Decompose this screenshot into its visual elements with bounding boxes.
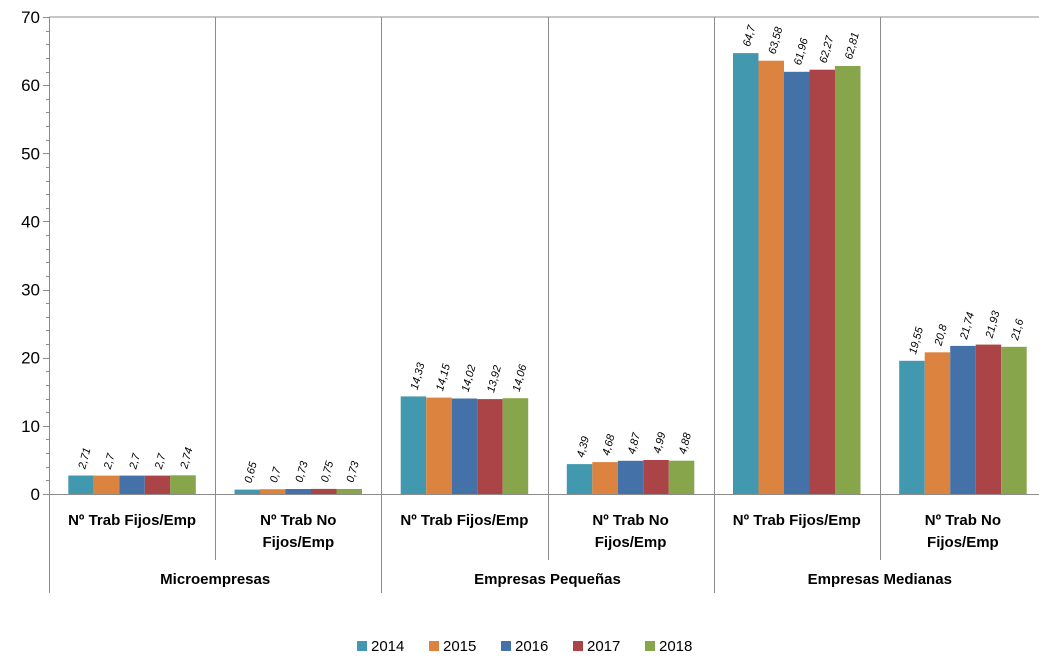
data-label: 0,75: [319, 459, 336, 484]
data-labels-layer: 2,71 2,7 2,7 2,7 2,74 0,65 0,7 0,73 0,75 0,73 14,3…: [76, 23, 1026, 484]
bar-2016: [950, 345, 976, 494]
bar-2014: [68, 475, 94, 494]
data-label: 62,27: [818, 34, 837, 65]
group-label: Empresas Pequeñas: [474, 571, 621, 588]
bar-2014: [899, 360, 925, 494]
category-label: Fijos/Emp: [927, 534, 999, 551]
legend-swatch-2015: [429, 641, 439, 651]
bar-2016: [285, 489, 311, 494]
group-label: Empresas Medianas: [808, 571, 952, 588]
data-label: 0,73: [294, 459, 311, 484]
data-label: 62,81: [843, 31, 862, 61]
y-tick-label: 30: [21, 281, 40, 300]
data-label: 4,87: [626, 431, 643, 456]
data-label: 4,99: [651, 431, 668, 455]
bar-2017: [144, 475, 171, 494]
bar-2015: [758, 60, 784, 494]
bar-2018: [336, 489, 362, 494]
bar-2016: [451, 398, 478, 494]
data-label: 20,8: [932, 322, 950, 348]
bar-2017: [477, 399, 503, 494]
bar-2017: [809, 69, 835, 494]
category-label: Nº Trab No: [925, 512, 1001, 529]
bar-2014: [400, 396, 427, 494]
y-tick-label: 10: [21, 417, 40, 436]
legend-label-2016: 2016: [515, 638, 548, 655]
data-label: 2,7: [127, 452, 143, 472]
bar-2017: [311, 488, 337, 494]
category-label: Nº Trab Fijos/Emp: [733, 512, 861, 529]
data-label: 0,65: [243, 460, 260, 485]
bar-2014: [566, 464, 593, 494]
category-label: Fijos/Emp: [262, 534, 334, 551]
bar-2015: [924, 352, 951, 494]
category-label: Fijos/Emp: [595, 534, 667, 551]
group-label: Microempresas: [160, 571, 270, 588]
data-label: 0,7: [268, 465, 284, 484]
bar-2014: [733, 53, 759, 494]
y-tick-label: 60: [21, 76, 40, 95]
data-label: 4,68: [600, 432, 617, 457]
chart-grid: [49, 16, 1039, 494]
legend-label-2018: 2018: [659, 638, 692, 655]
data-label: 64,7: [741, 23, 758, 48]
data-label: 21,6: [1009, 317, 1027, 343]
category-label: Nº Trab No: [260, 512, 336, 529]
legend-label-2017: 2017: [587, 638, 620, 655]
data-label: 0,73: [345, 459, 362, 484]
bar-2018: [502, 398, 529, 494]
y-tick-label: 70: [21, 8, 40, 27]
bars-layer: [68, 53, 1027, 495]
bar-2016: [119, 475, 145, 494]
category-label: Nº Trab Fijos/Emp: [400, 512, 528, 529]
legend: 2014 2015 2016 2017 2018: [357, 638, 692, 655]
bar-2016: [784, 71, 810, 495]
bar-2015: [592, 462, 618, 494]
y-tick-label: 20: [21, 349, 40, 368]
legend-swatch-2016: [501, 641, 511, 651]
bar-2015: [260, 489, 286, 494]
legend-swatch-2017: [573, 641, 583, 651]
data-label: 2,71: [76, 446, 93, 471]
bar-2015: [93, 475, 120, 494]
bar-2018: [1001, 346, 1027, 494]
data-label: 2,7: [102, 452, 118, 472]
bar-2015: [426, 397, 452, 494]
legend-swatch-2014: [357, 641, 367, 651]
legend-label-2014: 2014: [371, 638, 404, 655]
bar-2018: [668, 460, 695, 494]
data-label: 13,92: [485, 364, 504, 394]
legend-label-2015: 2015: [443, 638, 476, 655]
data-label: 14,33: [409, 361, 428, 392]
data-label: 4,88: [677, 431, 694, 456]
y-tick-label: 0: [31, 485, 40, 504]
bar-2016: [617, 460, 644, 494]
data-label: 21,93: [983, 309, 1002, 341]
x-axis: Nº Trab Fijos/Emp Nº Trab No Fijos/Emp Nº T…: [49, 494, 1039, 593]
data-label: 19,55: [907, 325, 926, 356]
bar-2017: [643, 460, 669, 494]
y-tick-label: 40: [21, 212, 40, 231]
data-label: 14,15: [434, 362, 453, 393]
legend-swatch-2018: [645, 641, 655, 651]
data-label: 21,74: [958, 311, 977, 342]
data-label: 61,96: [792, 36, 811, 67]
bar-2017: [975, 344, 1002, 494]
data-label: 14,02: [460, 364, 479, 394]
data-label: 14,06: [511, 362, 530, 393]
data-label: 4,39: [575, 435, 592, 459]
bar-2018: [170, 475, 196, 494]
bar-2018: [835, 66, 861, 494]
bar-2014: [234, 489, 260, 494]
data-label: 2,7: [153, 452, 169, 472]
category-label: Nº Trab Fijos/Emp: [68, 512, 196, 529]
data-label: 63,58: [767, 25, 786, 56]
category-label: Nº Trab No: [592, 512, 668, 529]
data-label: 2,74: [178, 446, 195, 471]
y-axis: 0 10 20 30 40 50 60 70: [21, 8, 50, 504]
y-tick-label: 50: [21, 144, 40, 163]
